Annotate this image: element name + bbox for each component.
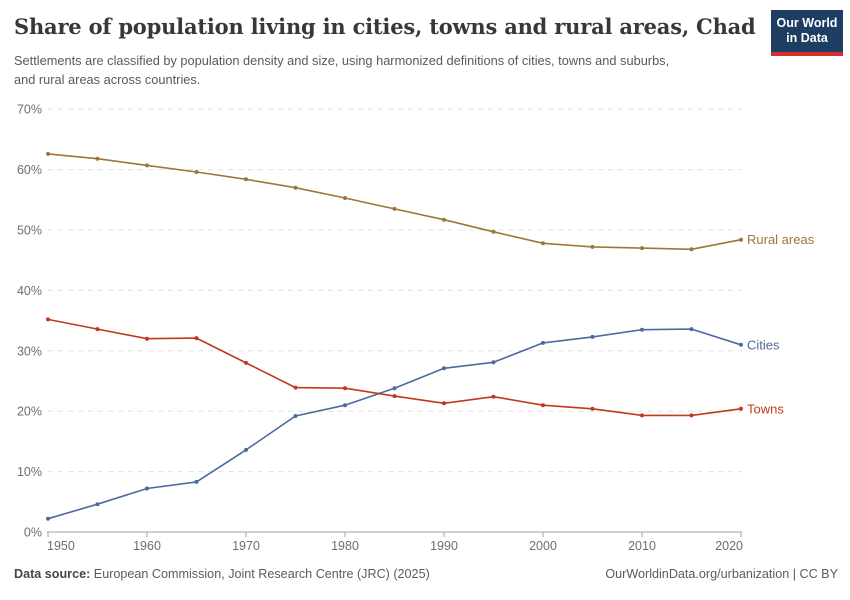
towns-point-1965[interactable]: [194, 336, 199, 341]
owid-logo[interactable]: Our World in Data: [771, 10, 843, 56]
page-subtitle: Settlements are classified by population…: [14, 53, 670, 88]
towns-point-2000[interactable]: [541, 403, 545, 408]
chart-footer: Data source: European Commission, Joint …: [14, 567, 838, 581]
cities-point-2015[interactable]: [689, 327, 694, 332]
rural-areas-point-1980[interactable]: [343, 196, 347, 200]
cities-point-1990[interactable]: [442, 366, 446, 371]
x-tick-label-1990: 1990: [430, 539, 458, 553]
towns-point-2005[interactable]: [590, 406, 595, 411]
rural-areas-point-1950[interactable]: [46, 151, 50, 156]
rural-areas-point-1970[interactable]: [244, 177, 248, 182]
rural-areas-point-1960[interactable]: [145, 163, 149, 168]
y-tick-label-0: 0%: [24, 526, 42, 540]
towns-point-2010[interactable]: [640, 413, 644, 418]
data-source-label: Data source:: [14, 567, 91, 581]
y-tick-label-40: 40%: [17, 284, 42, 298]
owid-logo-line1: Our World: [776, 16, 838, 30]
towns-line[interactable]: [47, 318, 742, 417]
towns-point-1985[interactable]: [392, 394, 397, 399]
x-tick-label-2000: 2000: [529, 539, 557, 553]
towns-point-1955[interactable]: [95, 327, 100, 332]
line-chart[interactable]: 0% 10% 20% 30% 40% 50% 60% 70% 1950 1960 1970 1980 1…: [0, 96, 850, 566]
page-title: Share of population living in cities, to…: [14, 14, 756, 39]
rural-areas-point-1990[interactable]: [442, 217, 446, 222]
towns-point-2015[interactable]: [689, 413, 694, 418]
towns-point-1975[interactable]: [293, 385, 298, 390]
x-tick-label-2010: 2010: [628, 539, 656, 553]
cities-point-1975[interactable]: [293, 414, 298, 418]
y-tick-label-10: 10%: [17, 465, 42, 479]
cities-point-1970[interactable]: [244, 447, 248, 452]
owid-logo-line2: in Data: [786, 31, 828, 45]
data-source: Data source: European Commission, Joint …: [14, 567, 430, 581]
y-tick-label-20: 20%: [17, 405, 42, 419]
rural-areas-series-label[interactable]: Rural areas: [747, 232, 815, 247]
cities-point-1980[interactable]: [343, 403, 347, 408]
towns-point-1990[interactable]: [442, 401, 446, 406]
cities-point-1950[interactable]: [46, 516, 50, 521]
y-tick-label-50: 50%: [17, 224, 42, 238]
cities-point-2005[interactable]: [590, 334, 595, 339]
cities-point-1955[interactable]: [95, 502, 100, 507]
rural-areas-point-1985[interactable]: [392, 206, 397, 211]
x-tick-label-2020: 2020: [715, 539, 743, 553]
rural-areas-point-2000[interactable]: [541, 241, 545, 246]
x-tick-label-1970: 1970: [232, 539, 260, 553]
towns-point-1980[interactable]: [343, 386, 347, 391]
cities-point-1960[interactable]: [145, 486, 149, 491]
rural-areas-point-2010[interactable]: [640, 246, 644, 251]
towns-series-label[interactable]: Towns: [747, 401, 784, 416]
rural-areas-line[interactable]: [47, 153, 742, 251]
cities-point-2000[interactable]: [541, 340, 545, 345]
towns-point-1950[interactable]: [46, 317, 50, 322]
x-tick-label-1960: 1960: [133, 539, 161, 553]
towns-point-2020[interactable]: [739, 406, 743, 411]
cities-series-label[interactable]: Cities: [747, 337, 780, 352]
rural-areas-point-1965[interactable]: [194, 170, 199, 174]
cities-point-1965[interactable]: [194, 479, 199, 484]
towns-point-1960[interactable]: [145, 336, 149, 341]
rural-areas-point-2015[interactable]: [689, 247, 694, 252]
rural-areas-point-2005[interactable]: [590, 244, 595, 249]
footer-link[interactable]: OurWorldinData.org/urbanization | CC BY: [605, 567, 838, 581]
cities-line[interactable]: [47, 328, 742, 520]
x-tick-label-1980: 1980: [331, 539, 359, 553]
cities-point-1985[interactable]: [392, 386, 397, 391]
x-tick-label-1950: 1950: [47, 539, 75, 553]
y-tick-label-70: 70%: [17, 103, 42, 117]
rural-areas-point-1955[interactable]: [95, 156, 100, 161]
data-source-value: European Commission, Joint Research Cent…: [93, 567, 430, 581]
rural-areas-point-1975[interactable]: [293, 185, 298, 190]
towns-point-1970[interactable]: [244, 360, 248, 365]
towns-point-1995[interactable]: [491, 394, 496, 399]
cities-point-1995[interactable]: [491, 360, 496, 365]
rural-areas-point-2020[interactable]: [739, 237, 743, 242]
cities-point-2010[interactable]: [640, 327, 644, 332]
cities-point-2020[interactable]: [739, 342, 743, 347]
rural-areas-point-1995[interactable]: [491, 229, 496, 234]
y-tick-label-60: 60%: [17, 163, 42, 177]
y-tick-label-30: 30%: [17, 344, 42, 358]
